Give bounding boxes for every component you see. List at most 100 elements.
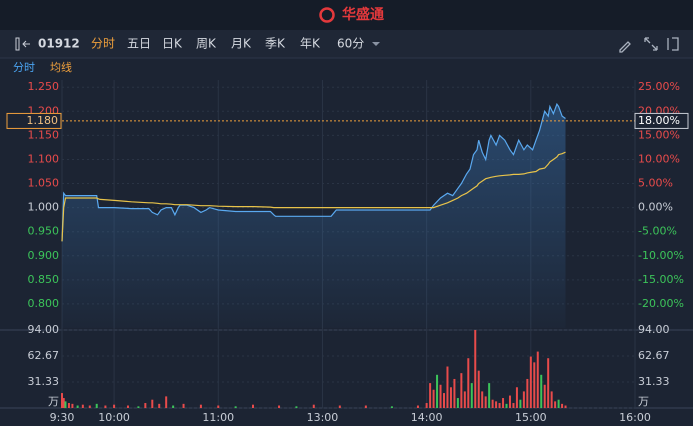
volume-bar: [522, 391, 525, 408]
tool-icons: [619, 37, 679, 53]
volume-bar: [498, 403, 501, 408]
volume-tick-label: 31.33: [28, 375, 60, 388]
header-bar: [0, 0, 693, 30]
volume-bar: [533, 362, 536, 408]
volume-bar: [71, 403, 74, 408]
price-area: [62, 104, 566, 328]
x-tick-label: 11:00: [202, 411, 234, 424]
volume-bar: [460, 373, 463, 408]
x-tick-label: 10:00: [98, 411, 130, 424]
stock-code: 01912: [38, 37, 80, 51]
volume-bar: [515, 387, 518, 408]
volume-bar: [439, 384, 442, 408]
volume-bar: [488, 383, 491, 408]
tab[interactable]: 年K: [300, 37, 321, 51]
average-line: [61, 151, 566, 242]
volume-bar: [436, 374, 439, 408]
volume-bar: [67, 403, 70, 408]
subtab[interactable]: 分时: [13, 61, 35, 74]
volume-bar: [81, 404, 84, 408]
volume-bar: [561, 403, 564, 408]
last-price-box: [6, 112, 62, 129]
volume-bar: [295, 406, 298, 408]
y2-tick-label: -15.00%: [638, 273, 684, 286]
collapse-icon[interactable]: [15, 37, 30, 51]
volume-bar: [278, 405, 281, 408]
brand-logo: [319, 7, 335, 23]
volume-bar: [540, 374, 543, 408]
volume-bar: [463, 391, 466, 408]
y-tick-label: 0.950: [28, 225, 60, 238]
y2-tick-label: -20.00%: [638, 297, 684, 310]
volume-bar: [182, 403, 185, 408]
tab[interactable]: 60分: [337, 37, 364, 51]
x-tick-label: 13:00: [307, 411, 339, 424]
volume-bar: [217, 405, 220, 408]
volume-tick-label: 万: [638, 395, 649, 408]
volume-bar: [529, 356, 532, 408]
volume-bar: [550, 391, 553, 408]
volume-bar: [144, 403, 147, 408]
y2-tick-label: 15.00%: [638, 128, 680, 141]
tab[interactable]: 周K: [196, 37, 217, 51]
volume-bar: [158, 403, 161, 408]
y-tick-label: 1.000: [28, 201, 60, 214]
volume-bar: [104, 405, 107, 408]
y2-tick-label: 0.00%: [638, 201, 673, 214]
subtab[interactable]: 均线: [50, 60, 72, 74]
volume-bar: [252, 404, 254, 408]
volume-bar: [512, 403, 515, 408]
toolbar: [0, 30, 693, 58]
volume-bar: [557, 399, 560, 408]
y-tick-label: 1.150: [28, 128, 60, 141]
volume-bar: [64, 401, 67, 408]
last-change-box: [634, 112, 689, 129]
y2-tick-label: 25.00%: [638, 80, 680, 93]
y-tick-label: 1.250: [28, 80, 60, 93]
volume-bar: [61, 393, 63, 408]
volume-bar: [425, 403, 428, 408]
panel-icon[interactable]: [667, 37, 679, 51]
dropdown-arrow[interactable]: [372, 42, 380, 46]
volume-tick-label: 94.00: [28, 323, 60, 336]
volume-bar: [234, 406, 237, 408]
volume-bar: [484, 396, 487, 408]
tab[interactable]: 五日: [127, 37, 151, 51]
volume-bar: [449, 387, 452, 408]
volume-bar: [547, 358, 550, 408]
fullscreen-icon[interactable]: [644, 37, 658, 51]
tab[interactable]: 分时: [91, 37, 115, 51]
volume-bar: [126, 405, 129, 408]
volume-bar: [554, 401, 557, 408]
volume-tick-label: 万: [48, 395, 59, 408]
volume-bar: [364, 405, 367, 408]
volume-bar: [470, 383, 473, 408]
draw-icon[interactable]: [619, 41, 631, 53]
tab[interactable]: 日K: [162, 37, 183, 51]
x-tick-label: 14:00: [411, 411, 443, 424]
y-tick-label: 0.800: [28, 297, 60, 310]
volume-bar: [453, 378, 456, 408]
volume-tick-label: 94.00: [638, 323, 670, 336]
volume-bar: [113, 404, 116, 408]
last-change-label: 18.00%: [638, 114, 680, 127]
volume-bar: [312, 404, 315, 408]
volume-bar: [76, 405, 79, 408]
volume-bar: [137, 406, 140, 408]
volume-bar: [62, 398, 65, 408]
volume-bar: [526, 378, 529, 408]
volume-bar: [508, 395, 511, 408]
volume-bar: [564, 405, 567, 408]
volume-bar: [491, 399, 494, 408]
last-price-label: 1.180: [27, 114, 59, 127]
brand-name: 华盛通: [342, 6, 384, 23]
tab[interactable]: 季K: [265, 37, 286, 51]
volume-bar: [543, 384, 546, 408]
y-tick-label: 1.100: [28, 152, 60, 165]
volume-tick-label: 62.67: [638, 349, 670, 362]
volume-bar: [95, 403, 98, 408]
x-tick-label: 9:30: [50, 411, 75, 424]
tab[interactable]: 月K: [231, 37, 252, 51]
